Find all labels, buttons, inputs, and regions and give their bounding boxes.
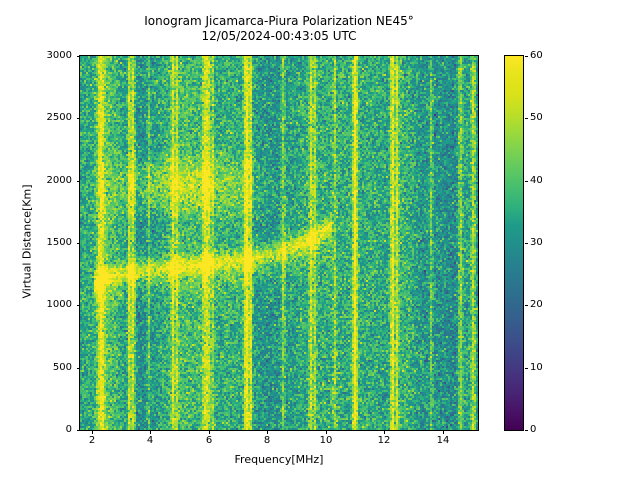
y-tick-label: 1000 [46,299,72,310]
colorbar [504,55,524,431]
colorbar-tick-mark [524,305,528,306]
x-tick-mark [384,430,385,434]
x-tick-label: 8 [263,435,271,446]
colorbar-tick-mark [524,181,528,182]
colorbar-tick-label: 10 [530,362,543,373]
y-tick-mark [76,243,80,244]
y-axis-label: Virtual Distance[Km] [20,184,34,299]
x-tick-mark [443,430,444,434]
x-tick-mark [92,430,93,434]
x-tick-mark [326,430,327,434]
x-tick-label: 6 [205,435,213,446]
colorbar-tick-label: 50 [530,112,543,123]
x-tick-label: 10 [319,435,333,446]
y-tick-mark [76,56,80,57]
y-tick-mark [76,305,80,306]
x-tick-label: 2 [88,435,96,446]
ionogram-plot-area [79,55,479,431]
colorbar-tick-mark [524,118,528,119]
colorbar-tick-mark [524,56,528,57]
figure-title: Ionogram Jicamarca-Piura Polarization NE… [0,14,558,44]
y-tick-label: 0 [65,424,72,435]
y-tick-mark [76,368,80,369]
x-tick-mark [209,430,210,434]
figure-title-line2: 12/05/2024-00:43:05 UTC [201,29,357,43]
x-tick-mark [150,430,151,434]
colorbar-tick-label: 0 [530,424,537,435]
colorbar-tick-mark [524,430,528,431]
colorbar-tick-mark [524,368,528,369]
y-tick-label: 500 [52,362,72,373]
y-tick-label: 3000 [46,50,72,61]
x-tick-label: 4 [146,435,154,446]
y-tick-label: 2000 [46,175,72,186]
colorbar-tick-mark [524,243,528,244]
y-tick-mark [76,181,80,182]
colorbar-tick-label: 40 [530,175,543,186]
x-axis-label: Frequency[MHz] [234,453,324,466]
y-tick-label: 1500 [46,237,72,248]
y-tick-mark [76,430,80,431]
colorbar-tick-label: 60 [530,50,543,61]
colorbar-canvas [505,56,523,430]
ionogram-heatmap-canvas [80,56,478,430]
y-tick-mark [76,118,80,119]
x-tick-label: 12 [377,435,391,446]
x-tick-label: 14 [436,435,450,446]
figure-title-line1: Ionogram Jicamarca-Piura Polarization NE… [144,14,414,28]
y-tick-label: 2500 [46,112,72,123]
colorbar-tick-label: 30 [530,237,543,248]
x-tick-mark [267,430,268,434]
colorbar-tick-label: 20 [530,299,543,310]
